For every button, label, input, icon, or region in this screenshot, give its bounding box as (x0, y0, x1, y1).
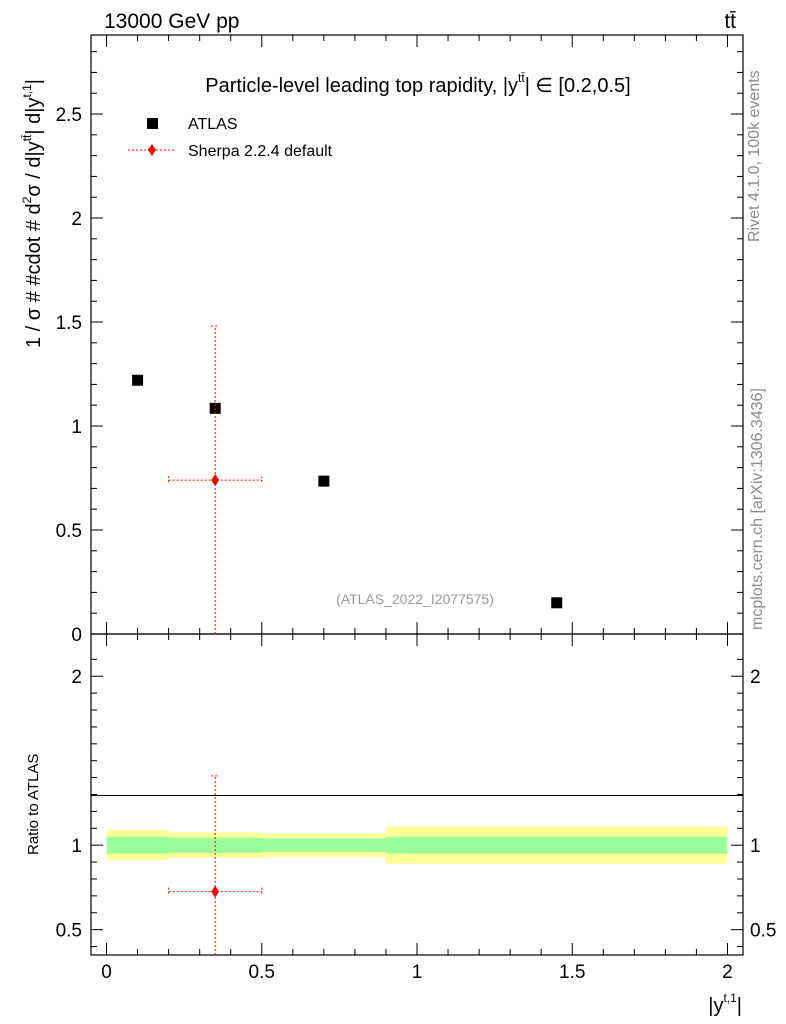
sherpa-ratio-point (211, 885, 220, 898)
y-tick-label-main: 1 (71, 417, 82, 438)
y-tick-label-ratio: 0.5 (56, 921, 82, 942)
x-tick-label: 1.5 (559, 962, 585, 983)
ratio-uncertainty-bands (106, 826, 728, 864)
ratio-band-inner (385, 836, 728, 854)
energy-label: 13000 GeV pp (104, 10, 239, 33)
y-axis-label-part-1: 1 / σ # #cdot # d (23, 203, 45, 348)
chart-title-y: y (508, 75, 518, 97)
legend-atlas-label: ATLAS (188, 116, 238, 133)
legend: ATLAS Sherpa 2.2.4 default (128, 116, 333, 160)
legend-atlas-marker (147, 118, 158, 129)
chart-title-sup: tt̄ (518, 71, 525, 85)
y-tick-label-main: 0.5 (56, 521, 82, 542)
legend-sherpa-marker (148, 144, 156, 156)
y-tick-label-ratio-right: 1 (750, 836, 761, 857)
x-tick-label: 0.5 (249, 962, 275, 983)
x-tick-label: 0 (101, 962, 112, 983)
y-axis-label: 1 / σ # #cdot # d2σ / d|ytt̄| d|yt,1| (20, 79, 45, 348)
y-axis-label-part-3: σ / d|y (23, 141, 45, 196)
sherpa-point (211, 474, 220, 487)
mcplots-label: mcplots.cern.ch [arXiv:1306.3436] (749, 388, 766, 630)
chart-title-main: Particle-level leading top rapidity, | (205, 75, 508, 97)
x-tick-label: 2 (722, 962, 733, 983)
y-tick-label-ratio-right: 0.5 (750, 921, 776, 942)
x-axis-label: |yt,1| (708, 991, 742, 1017)
process-label: tt̄ (724, 10, 736, 33)
y-axis-label-part-6: t,1 (20, 84, 34, 98)
legend-sherpa-label: Sherpa 2.2.4 default (188, 143, 333, 160)
ratio-panel-frame (90, 633, 744, 956)
y-tick-label-main: 0 (71, 625, 82, 646)
data-marks (132, 325, 563, 955)
ratio-band-inner (106, 836, 169, 854)
ratio-band-inner (261, 838, 386, 852)
atlas-point (132, 374, 144, 386)
axis-ticks: 0 0.5 1 1.5 2 0 0.5 1 1.5 2 2.5 0.5 0.5 1 1 2 2 (56, 35, 776, 983)
y-tick-label-main: 1.5 (56, 313, 82, 334)
y-axis-label-part-5: | d|y (23, 98, 45, 135)
x-tick-label: 1 (412, 962, 423, 983)
y-axis-label-part-7: | (23, 79, 45, 84)
y-tick-label-main: 2 (71, 209, 82, 230)
y-axis-label-part-2: 2 (20, 196, 34, 203)
ratio-y-axis-label: Ratio to ATLAS (25, 754, 42, 855)
x-axis-label-tail: | (737, 995, 742, 1017)
atlas-point (551, 597, 563, 609)
chart-title-tail: | ∈ [0.2,0.5] (525, 75, 631, 97)
x-axis-label-main: |y (708, 995, 723, 1017)
analysis-id: (ATLAS_2022_I2077575) (336, 591, 494, 607)
y-tick-label-ratio: 2 (71, 667, 82, 688)
y-tick-label-ratio: 1 (71, 836, 82, 857)
y-tick-label-main: 2.5 (56, 105, 82, 126)
x-axis-label-sup: t,1 (723, 991, 737, 1005)
atlas-point (318, 475, 330, 487)
rivet-label: Rivet 4.1.0, 100k events (746, 70, 763, 242)
y-tick-label-ratio-right: 2 (750, 667, 761, 688)
y-axis-label-part-4: tt̄ (20, 134, 34, 141)
chart-title: Particle-level leading top rapidity, |yt… (205, 71, 630, 97)
